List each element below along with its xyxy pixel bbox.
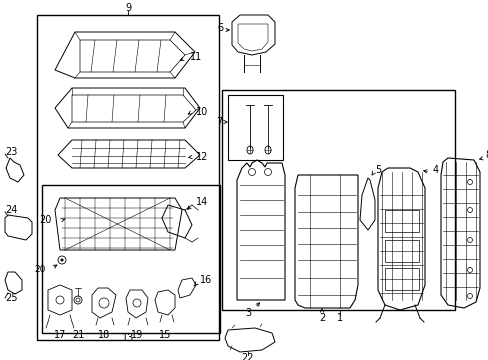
Bar <box>37 15 219 340</box>
Circle shape <box>61 258 63 261</box>
Text: 16: 16 <box>200 275 212 285</box>
Text: 6: 6 <box>217 23 223 33</box>
Text: 19: 19 <box>131 330 143 340</box>
Bar <box>222 90 454 310</box>
Bar <box>42 185 220 333</box>
Text: 11: 11 <box>190 52 202 62</box>
Text: 17: 17 <box>54 330 66 340</box>
Text: 20: 20 <box>35 266 46 274</box>
Bar <box>384 268 418 290</box>
Text: 3: 3 <box>244 308 250 318</box>
Bar <box>384 210 418 232</box>
Text: 24: 24 <box>5 205 18 215</box>
Text: 7: 7 <box>215 117 222 127</box>
Bar <box>227 95 283 160</box>
Text: 20: 20 <box>40 215 52 225</box>
Text: 14: 14 <box>196 197 208 207</box>
Text: 1: 1 <box>336 313 343 323</box>
Text: 8: 8 <box>484 150 488 160</box>
Text: 13: 13 <box>122 333 134 343</box>
Text: 23: 23 <box>5 147 18 157</box>
Text: 18: 18 <box>98 330 110 340</box>
Text: 9: 9 <box>124 3 131 13</box>
Text: 5: 5 <box>374 165 381 175</box>
Text: 4: 4 <box>432 165 438 175</box>
Text: 12: 12 <box>196 152 208 162</box>
Text: 25: 25 <box>5 293 18 303</box>
Text: 22: 22 <box>241 353 254 360</box>
Text: 2: 2 <box>318 313 325 323</box>
Text: 10: 10 <box>196 107 208 117</box>
Bar <box>384 240 418 262</box>
Text: 21: 21 <box>72 330 84 340</box>
Text: 15: 15 <box>159 330 171 340</box>
